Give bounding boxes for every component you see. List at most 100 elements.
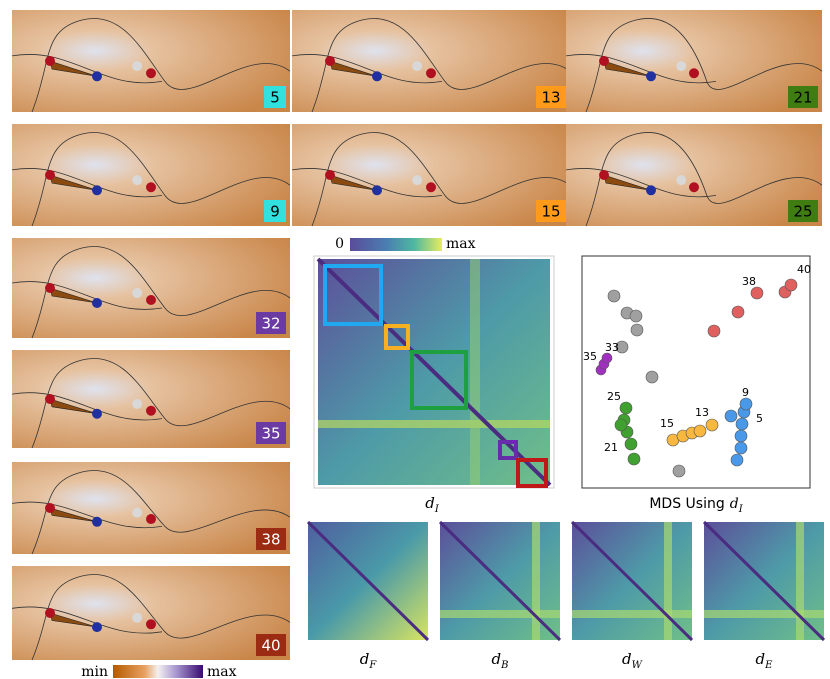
contour: [585, 18, 823, 113]
critical-point: [45, 283, 55, 293]
small-matrix: dW: [570, 520, 694, 671]
point-label: 40: [797, 263, 811, 276]
point-label: 15: [660, 417, 674, 430]
critical-point: [146, 295, 156, 305]
matrix-band: [664, 522, 672, 640]
contour: [31, 246, 291, 339]
frame-badge: [256, 422, 286, 444]
contour: [311, 18, 571, 113]
frame-label: 40: [261, 637, 280, 655]
contour: [31, 132, 291, 227]
critical-point: [45, 56, 55, 66]
critical-point: [132, 61, 143, 72]
matrix-band: [532, 522, 540, 640]
matrix-diagonal: [438, 520, 562, 642]
critical-point: [325, 56, 335, 66]
distance-matrix: [313, 255, 555, 489]
frame-badge: [256, 528, 286, 550]
matrix-caption: dF: [360, 650, 378, 671]
contour: [31, 358, 291, 449]
field-panel: 35: [11, 350, 291, 449]
point-label: 35: [583, 350, 597, 363]
matrix-caption: dW: [622, 650, 643, 671]
contour: [11, 392, 163, 421]
critical-point: [426, 68, 436, 79]
frame-label: 38: [261, 531, 280, 549]
contour: [585, 132, 823, 227]
colorbar-max: max: [446, 236, 476, 252]
contour: [11, 168, 163, 198]
field-background: [12, 462, 290, 554]
frame-badge: [256, 312, 286, 334]
field-panel: 38: [11, 462, 291, 555]
critical-point: [676, 175, 687, 186]
contour: [11, 606, 163, 634]
critical-point: [132, 398, 143, 409]
mds-plot: 40 38 33 35 25 21 15 13 9 5: [581, 255, 811, 489]
critical-point: [92, 408, 102, 419]
matrix-diagonal: [306, 520, 430, 642]
frame-label: 21: [793, 89, 812, 107]
contour: [11, 501, 163, 529]
matrix-band: [440, 610, 560, 618]
frame-label: 13: [541, 89, 560, 107]
frame-badge: [788, 86, 818, 108]
contour: [11, 281, 163, 310]
critical-point: [412, 61, 423, 72]
critical-point: [146, 514, 156, 525]
point-label: 33: [605, 341, 619, 354]
critical-point: [45, 394, 55, 404]
field-panel: 15: [291, 124, 571, 227]
critical-point: [412, 175, 423, 186]
critical-point: [689, 68, 699, 79]
small-matrix: dE: [702, 520, 826, 671]
subscript: W: [632, 660, 643, 671]
matrix-band: [704, 610, 824, 618]
contour: [31, 574, 291, 661]
symbol: d: [756, 650, 766, 668]
colorbar: [113, 665, 203, 678]
critical-point: [599, 170, 609, 180]
field-panel: 5: [11, 10, 291, 113]
symbol: d: [492, 650, 502, 668]
critical-point: [426, 182, 436, 193]
critical-point: [646, 185, 656, 196]
critical-point: [92, 516, 102, 527]
contour: [565, 54, 717, 84]
point-label: 38: [742, 275, 756, 288]
symbol: d: [622, 650, 632, 668]
field-panel: 40: [11, 566, 291, 661]
subscript: F: [368, 660, 377, 671]
frame-badge: [256, 634, 286, 656]
field-background: [12, 350, 290, 448]
critical-point: [372, 185, 382, 196]
point-label: 9: [742, 386, 749, 399]
contour: [291, 54, 443, 84]
critical-point: [132, 507, 143, 518]
contour: [11, 54, 163, 84]
contour: [291, 168, 443, 198]
frame-label: 5: [270, 89, 280, 107]
matrix-caption: dE: [756, 650, 774, 671]
colorbar-min: min: [81, 664, 108, 679]
matrix-band: [572, 610, 692, 618]
field-panel: 13: [291, 10, 571, 113]
field-panel: 21: [565, 10, 823, 113]
colorbar-min: 0: [335, 236, 344, 252]
critical-point: [92, 71, 102, 82]
matrix-band: [796, 522, 804, 640]
critical-point: [92, 185, 102, 196]
critical-point: [146, 68, 156, 79]
frame-label: 15: [541, 203, 560, 221]
point-label: 25: [607, 390, 621, 403]
colorbar: [350, 238, 442, 251]
frame-badge: [536, 200, 566, 222]
frame-label: 25: [793, 203, 812, 221]
frame-badge: [536, 86, 566, 108]
colorbar-max: max: [207, 664, 237, 679]
critical-point: [146, 405, 156, 416]
frame-badge: [788, 200, 818, 222]
frame-label: 9: [270, 203, 280, 221]
field-panel: 9: [11, 124, 291, 227]
